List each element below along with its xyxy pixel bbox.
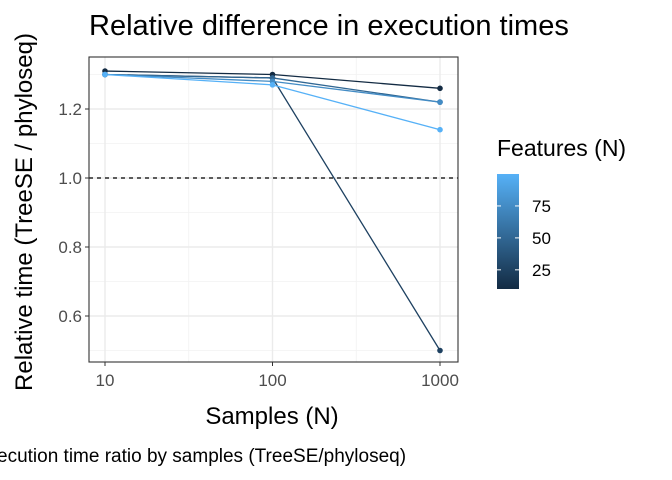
data-point [437,126,443,133]
x-tick-label: 1000 [421,371,459,390]
legend-title: Features (N) [497,135,626,161]
data-point [102,71,108,78]
legend-colorbar [497,174,519,289]
data-point [437,85,443,92]
figure-caption: ecution time ratio by samples (TreeSE/ph… [0,446,406,467]
x-tick-label: 100 [258,371,286,390]
y-tick-label: 1.2 [58,100,82,119]
legend: Features (N) 75 50 25 [497,135,626,289]
y-tick-label: 0.6 [58,307,82,326]
x-tick-label: 10 [96,371,115,390]
chart-title: Relative difference in execution times [89,10,569,42]
x-axis-title: Samples (N) [205,403,338,430]
plot-panel: 0.6 0.8 1.0 1.2 10 100 1000 [58,56,459,390]
y-tick-label: 0.8 [58,238,82,257]
y-tick-label: 1.0 [58,169,82,188]
legend-label: 75 [532,197,551,216]
panel-border [88,56,459,363]
data-point [437,347,443,354]
data-point [269,82,276,88]
panel-background [89,57,458,362]
legend-label: 25 [532,261,551,280]
y-axis-title: Relative time (TreeSE / phyloseq) [11,33,38,391]
data-point [437,99,443,105]
legend-label: 50 [532,229,551,248]
